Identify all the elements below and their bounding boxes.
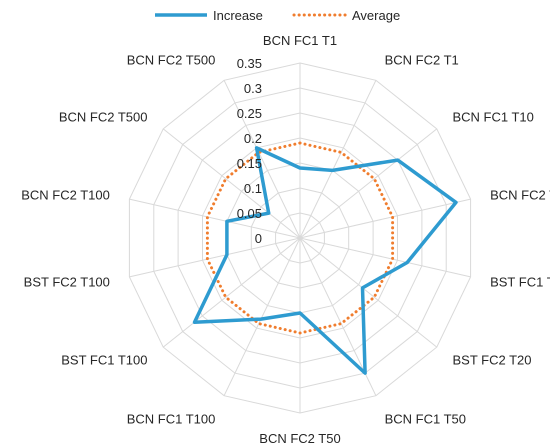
grid-spoke: [299, 80, 377, 239]
category-label: BCN FC2 T500: [127, 52, 216, 67]
radar-grid: [128, 62, 472, 414]
category-labels: BCN FC1 T1 BCN FC2 T1 BCN FC1 T10 BCN FC2 T…: [21, 33, 550, 443]
grid-spoke: [162, 237, 301, 348]
legend: Increase Average: [155, 8, 400, 23]
category-label: BST FC1 T20: [490, 274, 550, 289]
grid-spoke: [299, 237, 438, 348]
grid-spoke: [299, 198, 471, 239]
legend-label: Average: [352, 8, 400, 23]
tick-label: 0.15: [237, 156, 262, 171]
tick-label: 0.25: [237, 106, 262, 121]
category-label: BCN FC2 T50: [259, 431, 340, 443]
grid-spoke: [162, 128, 301, 239]
grid-spoke: [129, 237, 301, 278]
category-label: BCN FC2 T1: [385, 52, 459, 67]
series-layer: [192, 141, 458, 375]
category-label: BST FC2 T100: [24, 274, 110, 289]
series-line-increase: [192, 146, 458, 375]
category-label: BCN FC2 T100: [21, 188, 110, 203]
series-line-average: [205, 141, 395, 335]
tick-label: 0.05: [237, 206, 262, 221]
grid-spoke: [223, 237, 301, 396]
legend-label: Increase: [213, 8, 263, 23]
grid-spoke: [299, 237, 471, 278]
tick-label: 0.3: [244, 81, 262, 96]
grid-spoke: [129, 198, 301, 239]
category-label: BST FC2 T20: [453, 353, 532, 368]
grid-spoke: [223, 80, 301, 239]
category-label: BCN FC1 T100: [127, 412, 216, 427]
tick-label: 0.2: [244, 131, 262, 146]
category-label: BCN FC1 T1: [263, 33, 337, 48]
grid-spoke: [299, 128, 438, 239]
category-label: BCN FC2 T500: [59, 109, 148, 124]
category-label: BCN FC1 T10: [453, 109, 534, 124]
tick-label: 0.35: [237, 56, 262, 71]
tick-label: 0.1: [244, 181, 262, 196]
category-label: BST FC1 T100: [61, 353, 147, 368]
category-label: BCN FC1 T50: [385, 412, 466, 427]
category-label: BCN FC2 T10: [490, 188, 550, 203]
radial-tick-labels: 0 0.05 0.1 0.15 0.2 0.25 0.3 0.35: [237, 56, 262, 246]
tick-label: 0: [255, 231, 262, 246]
